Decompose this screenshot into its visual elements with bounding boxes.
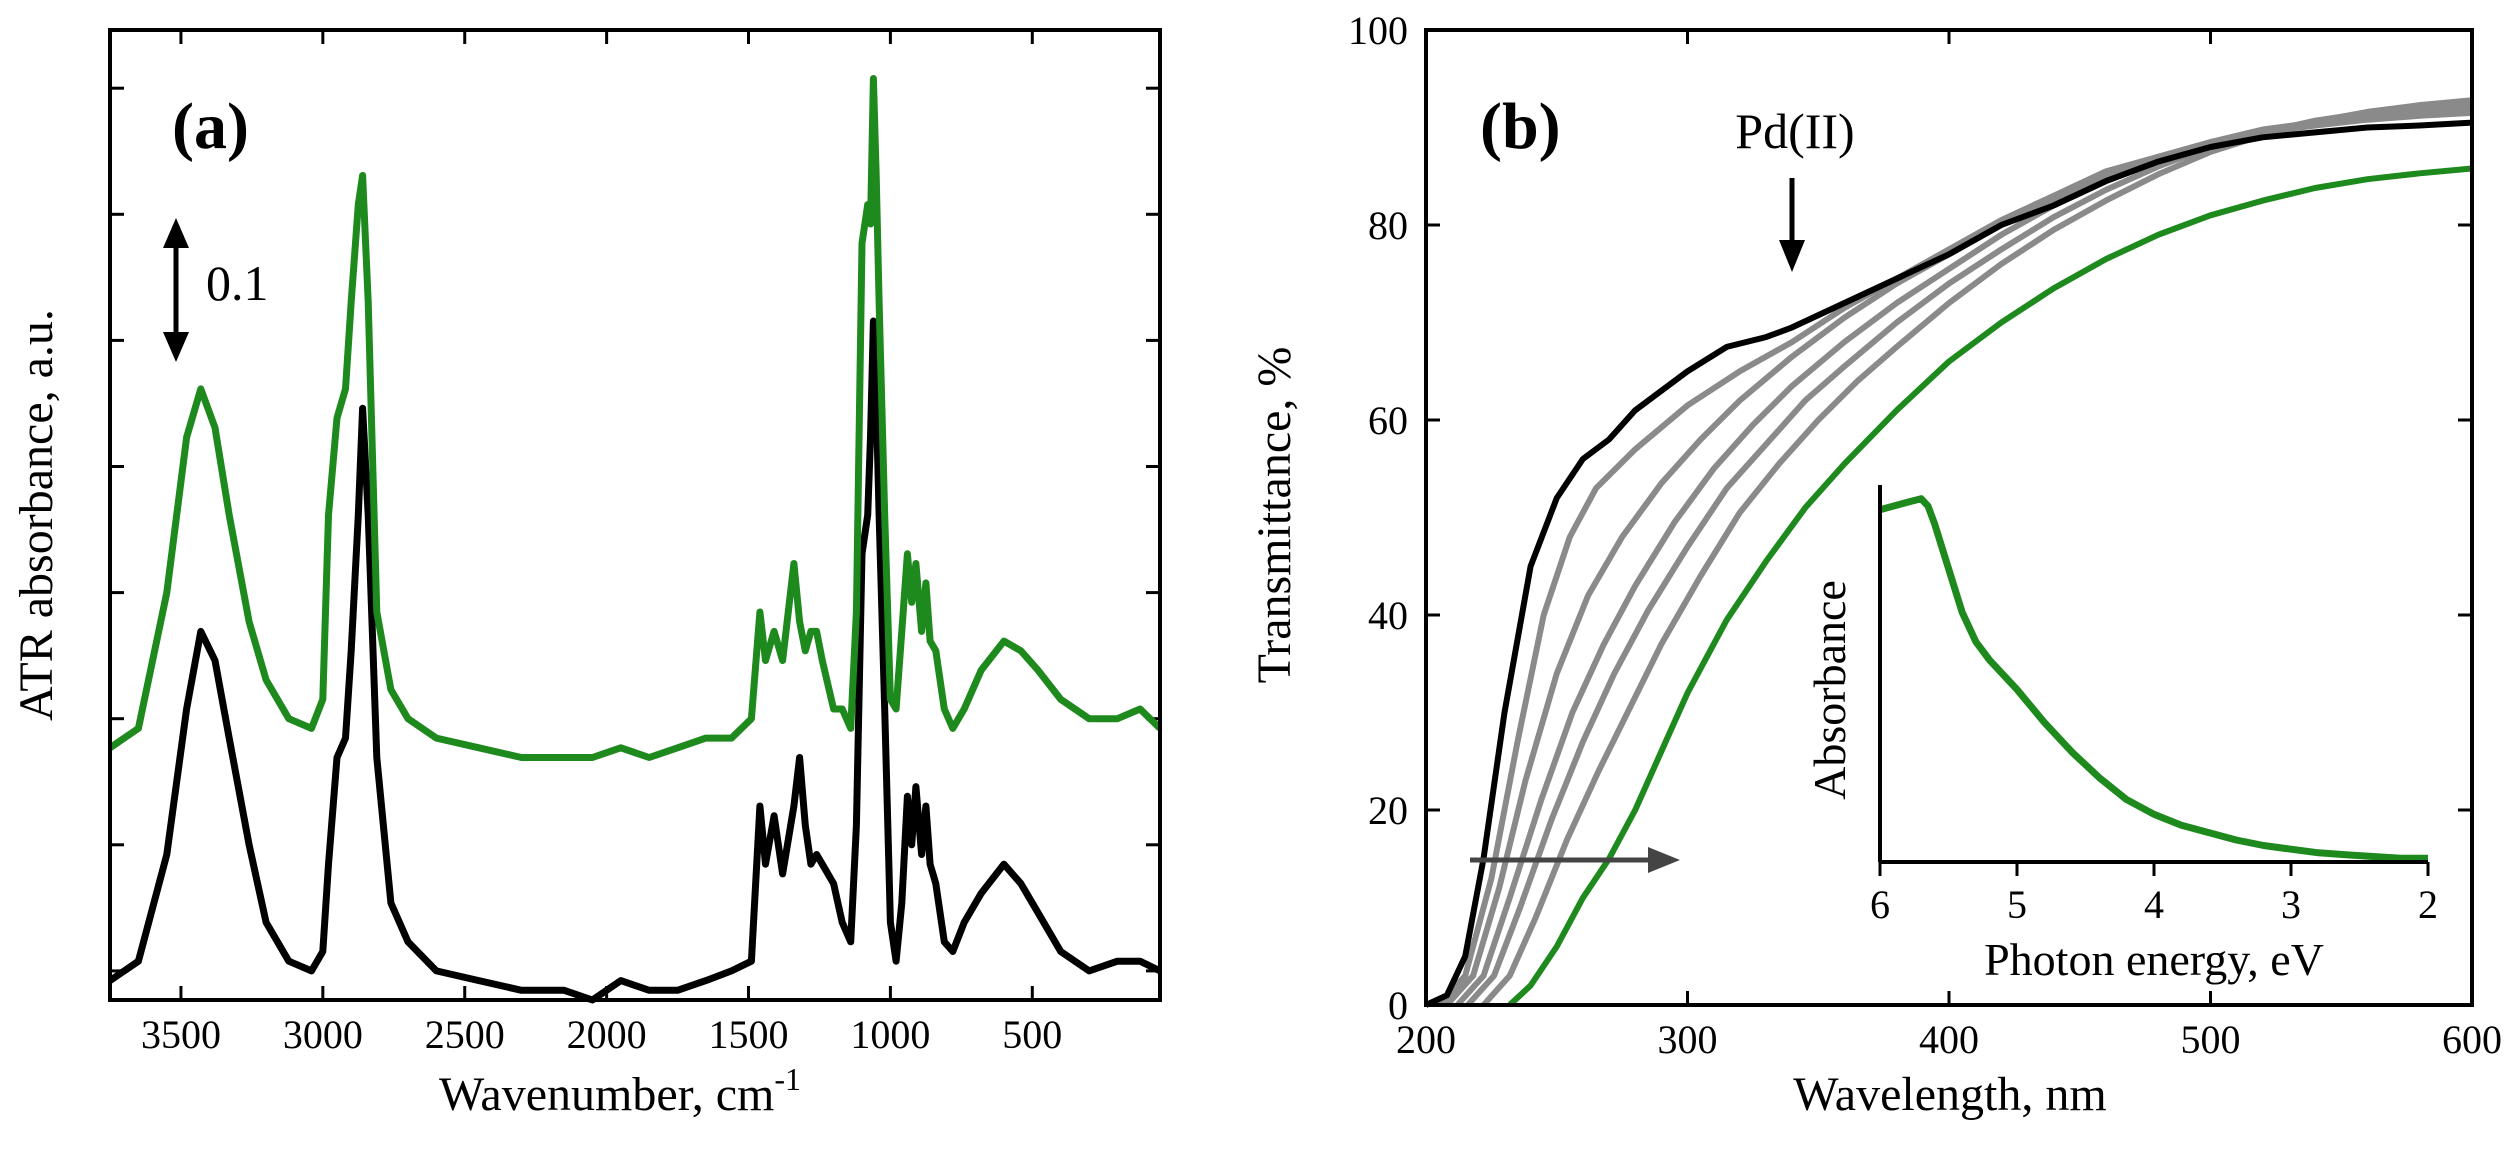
b-x-tick-label: 300 [1658,1017,1718,1062]
a-series-black-line [108,317,1162,1004]
inset-x-axis-title: Photon energy, eV [1984,934,2324,985]
b-x-tick-label: 500 [2181,1017,2241,1062]
a-x-tick-label: 2000 [567,1012,647,1057]
b-y-tick-label: 40 [1368,593,1408,638]
panel-a: 3500 3000 2500 2000 1500 1000 500 (a) 0.1 Wave… [10,28,1163,1121]
inset-x-tick-label: 4 [2144,882,2164,927]
shift-arrow [1470,847,1680,873]
panel-a-y-axis-title: ATR absorbance, a.u. [10,309,63,721]
b-x-tick-label: 400 [1919,1017,1979,1062]
pd-arrow-head [1779,240,1805,272]
inset-series [1879,495,2428,862]
panel-a-ticks [110,30,1160,1000]
a-x-tick-label: 3000 [283,1012,363,1057]
b-y-tick-label: 0 [1388,983,1408,1028]
scale-bar-arrowhead-up [163,218,189,248]
inset-y-axis-title: Absorbance [1804,580,1855,800]
panel-a-x-axis-title-main: Wavenumber, cm [439,1068,774,1121]
panel-b-x-axis-title: Wavelength, nm [1793,1068,2106,1121]
b-series-green-end-line [1507,165,2473,1008]
b-series-intermediate-5-line [1481,97,2473,1008]
b-series-black-start-line [1424,119,2473,1008]
inset-x-tick-label: 5 [2007,882,2027,927]
b-y-tick-label: 20 [1368,788,1408,833]
b-series-intermediate-1-line [1436,109,2473,1007]
panel-a-x-axis-title-sup: -1 [774,1061,801,1097]
inset-series-green-line [1879,495,2428,862]
inset-chart: 6 5 4 3 2 Photon energy, eV Absorbance [1804,485,2438,985]
panel-b-label: (b) [1480,90,1561,163]
panel-a-frame [108,28,1162,1002]
b-x-tick-label: 600 [2442,1017,2502,1062]
a-x-tick-label: 3500 [141,1012,221,1057]
a-x-tick-label: 2500 [425,1012,505,1057]
inset-x-tick-label: 6 [1870,882,1890,927]
panel-a-x-tick-labels: 3500 3000 2500 2000 1500 1000 500 [141,1012,1062,1057]
panel-b-y-axis-title: Transmittance, % [1248,347,1301,684]
scale-bar-label: 0.1 [206,255,269,311]
scale-bar: 0.1 [163,218,269,362]
panel-a-series [108,75,1163,1004]
b-y-tick-label: 60 [1368,398,1408,443]
shift-arrow-head [1648,847,1680,873]
b-y-tick-label: 100 [1348,8,1408,53]
panel-a-x-axis-title: Wavenumber, cm-1 [439,1061,801,1121]
inset-x-ticks: 6 5 4 3 2 [1870,862,2438,927]
panel-b-x-tick-labels: 200 300 400 500 600 [1396,1017,2502,1062]
b-x-tick-label: 200 [1396,1017,1456,1062]
scale-bar-arrowhead-down [163,332,189,362]
b-y-tick-label: 80 [1368,203,1408,248]
a-x-tick-label: 1000 [850,1012,930,1057]
inset-x-tick-label: 2 [2418,882,2438,927]
a-series-green-line [108,75,1163,761]
a-x-tick-label: 1500 [709,1012,789,1057]
a-x-tick-label: 500 [1002,1012,1062,1057]
panel-a-label: (a) [172,90,249,163]
inset-x-tick-label: 3 [2281,882,2301,927]
panel-b-y-tick-labels: 0 20 40 60 80 100 [1348,8,1408,1028]
panel-b-frame [1424,28,2474,1007]
panel-b-series [1424,97,2473,1008]
pd-arrow [1779,178,1805,272]
pd-label: Pd(II) [1735,103,1854,159]
